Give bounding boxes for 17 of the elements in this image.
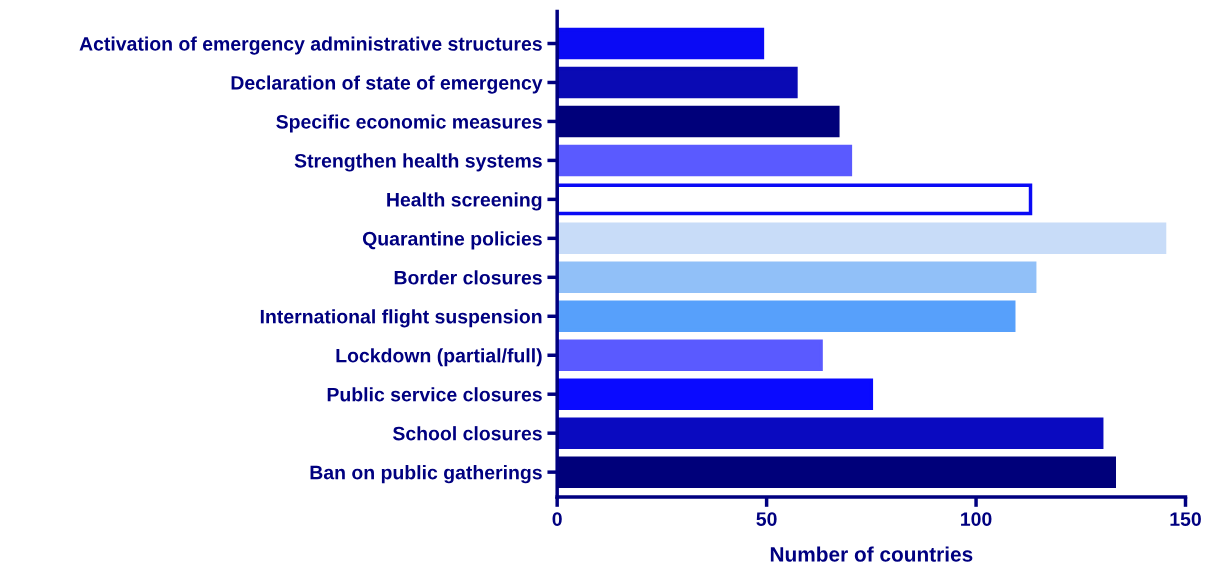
y-tick-label: Specific economic measures: [276, 114, 542, 133]
y-tick-label: Quarantine policies: [362, 231, 542, 250]
y-tick-label: Declaration of state of emergency: [231, 75, 543, 94]
y-tick-label: International flight suspension: [260, 309, 542, 328]
x-tick-label: 0: [552, 512, 562, 526]
y-tick-label: Health screening: [387, 192, 542, 211]
y-tick-label: Ban on public gatherings: [310, 465, 542, 484]
x-tick-label: 50: [756, 512, 777, 526]
y-tick-label: Public service closures: [327, 387, 542, 402]
y-tick-label: Strengthen health systems: [294, 153, 542, 172]
x-axis-title: Number of countries: [770, 546, 973, 562]
y-tick-label: Border closures: [394, 270, 542, 285]
x-tick-label: 100: [961, 512, 992, 526]
x-tick-label: 150: [1170, 512, 1201, 526]
y-tick-label: Activation of emergency administrative structures: [79, 36, 542, 55]
y-tick-label: School closures: [392, 426, 542, 441]
y-tick-label: Lockdown (partial/full): [336, 348, 542, 367]
